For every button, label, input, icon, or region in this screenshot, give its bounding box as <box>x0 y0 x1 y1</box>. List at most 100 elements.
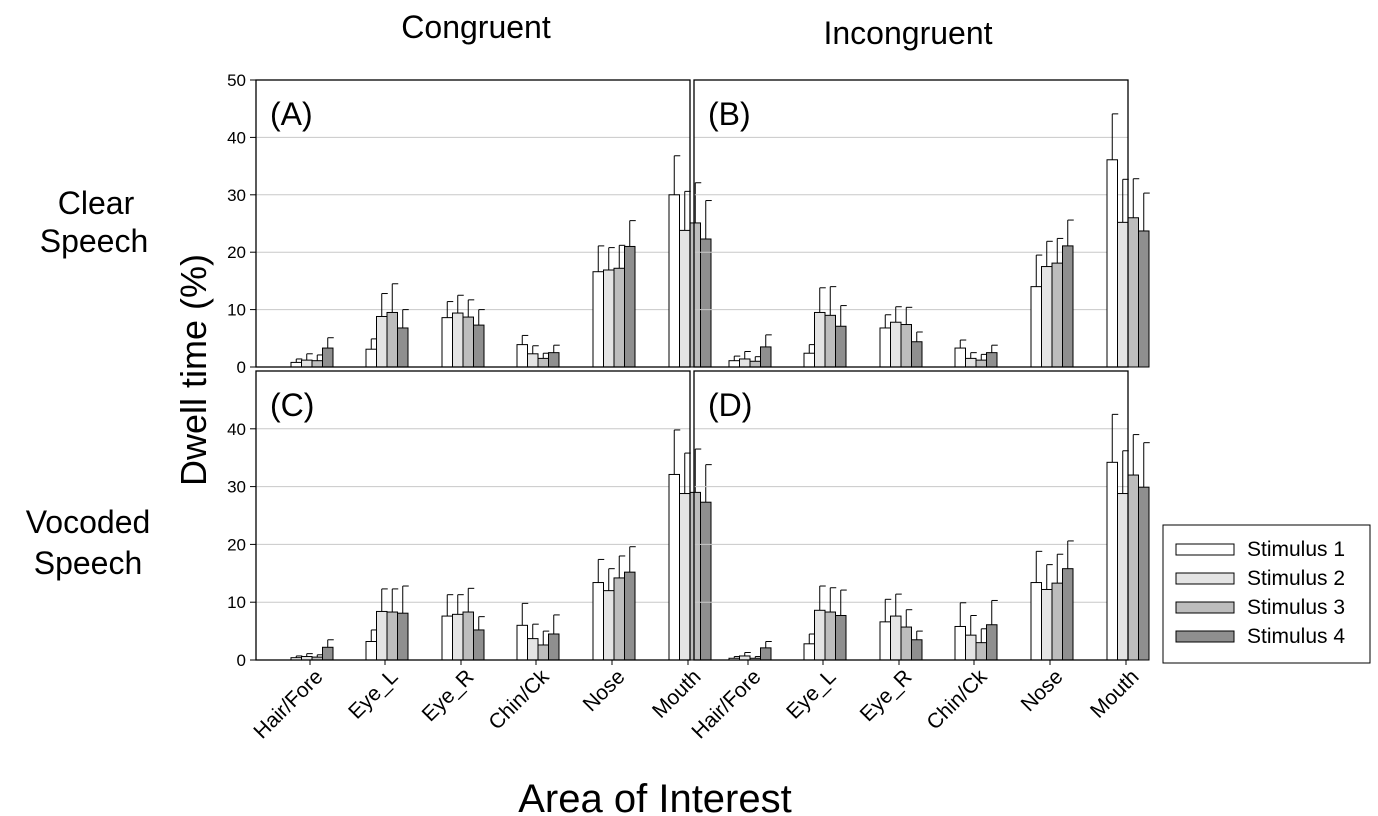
bar-d-eye-r-stimulus-2 <box>890 615 902 661</box>
bar-d-eye-l-stimulus-3 <box>824 611 836 661</box>
bar-c-eye-r-stimulus-3 <box>462 611 474 661</box>
bar-a-eye-l-stimulus-3 <box>386 311 398 368</box>
bar-b-hair-fore-stimulus-3 <box>749 360 761 368</box>
bar-d-eye-l-stimulus-4 <box>835 614 847 661</box>
bar-d-chin-ck-stimulus-1 <box>954 625 966 661</box>
legend-swatch-stimulus-1 <box>1175 543 1235 556</box>
x-tick-label: Mouth <box>1086 665 1144 723</box>
bar-b-eye-r-stimulus-2 <box>890 321 902 368</box>
bar-a-hair-fore-stimulus-4 <box>322 347 334 368</box>
y-tick-label: 50 <box>227 71 246 90</box>
y-tick-label: 40 <box>227 128 246 147</box>
bar-d-chin-ck-stimulus-2 <box>965 634 977 661</box>
bar-b-mouth-stimulus-1 <box>1106 159 1118 368</box>
bar-b-mouth-stimulus-4 <box>1138 230 1150 368</box>
y-tick-label: 0 <box>237 358 246 377</box>
y-tick-label: 30 <box>227 186 246 205</box>
bar-b-hair-fore-stimulus-1 <box>728 360 740 368</box>
bar-a-eye-l-stimulus-1 <box>365 348 377 368</box>
panel-label: (A) <box>270 96 313 132</box>
bar-a-nose-stimulus-4 <box>624 245 636 368</box>
bar-d-mouth-stimulus-4 <box>1138 486 1150 661</box>
panel-b: (B) <box>693 79 1150 368</box>
bar-c-eye-l-stimulus-4 <box>397 612 409 661</box>
bar-d-eye-l-stimulus-1 <box>803 643 815 661</box>
bar-b-nose-stimulus-2 <box>1041 266 1053 368</box>
bar-b-nose-stimulus-4 <box>1062 245 1074 368</box>
bar-b-eye-r-stimulus-4 <box>911 341 923 368</box>
bar-a-chin-ck-stimulus-1 <box>516 344 528 368</box>
legend-label-stimulus-3: Stimulus 3 <box>1247 596 1345 619</box>
x-tick-label: Eye_L <box>782 665 840 723</box>
bar-c-chin-ck-stimulus-2 <box>527 638 539 661</box>
panel-frame <box>255 370 691 661</box>
bar-b-eye-l-stimulus-4 <box>835 325 847 368</box>
bar-c-eye-l-stimulus-1 <box>365 641 377 661</box>
bar-b-nose-stimulus-1 <box>1030 286 1042 368</box>
bar-b-eye-l-stimulus-3 <box>824 314 836 368</box>
bar-d-hair-fore-stimulus-4 <box>760 647 772 661</box>
bar-a-nose-stimulus-3 <box>613 267 625 368</box>
bar-a-hair-fore-stimulus-1 <box>290 361 302 368</box>
bar-a-eye-l-stimulus-2 <box>376 315 388 368</box>
bar-d-mouth-stimulus-3 <box>1127 474 1139 661</box>
bar-d-chin-ck-stimulus-3 <box>975 642 987 661</box>
bar-c-chin-ck-stimulus-3 <box>537 644 549 661</box>
bar-b-eye-l-stimulus-1 <box>803 352 815 368</box>
bar-b-hair-fore-stimulus-2 <box>739 358 751 368</box>
bar-d-eye-r-stimulus-3 <box>900 626 912 661</box>
y-tick-label: 40 <box>227 420 246 439</box>
bar-b-mouth-stimulus-2 <box>1117 221 1129 368</box>
panel-frame <box>255 79 691 368</box>
col-title-congruent: Congruent <box>401 9 551 45</box>
y-tick-label: 20 <box>227 243 246 262</box>
bar-d-mouth-stimulus-2 <box>1117 493 1129 661</box>
y-tick-label: 0 <box>237 651 246 670</box>
col-title-incongruent: Incongruent <box>823 15 992 51</box>
legend-label-stimulus-2: Stimulus 2 <box>1247 567 1345 590</box>
bar-a-eye-r-stimulus-2 <box>452 312 464 368</box>
legend-swatch-stimulus-3 <box>1175 601 1235 614</box>
x-tick-label: Mouth <box>648 665 706 723</box>
bar-a-chin-ck-stimulus-3 <box>537 357 549 368</box>
bar-b-nose-stimulus-3 <box>1051 262 1063 368</box>
x-tick-label: Eye_R <box>856 665 917 726</box>
bar-a-nose-stimulus-2 <box>603 269 615 368</box>
bar-b-chin-ck-stimulus-1 <box>954 347 966 368</box>
panel-label: (D) <box>708 387 752 423</box>
y-tick-label: 20 <box>227 535 246 554</box>
bar-b-eye-l-stimulus-2 <box>814 311 826 368</box>
legend-swatch-stimulus-2 <box>1175 572 1235 585</box>
bar-a-eye-r-stimulus-3 <box>462 316 474 368</box>
bar-b-mouth-stimulus-3 <box>1127 217 1139 368</box>
bar-c-mouth-stimulus-2 <box>679 493 691 661</box>
legend-label-stimulus-4: Stimulus 4 <box>1247 625 1345 648</box>
bar-a-mouth-stimulus-3 <box>689 222 701 368</box>
bar-d-eye-l-stimulus-2 <box>814 609 826 661</box>
bar-c-eye-l-stimulus-2 <box>376 610 388 661</box>
bar-c-hair-fore-stimulus-4 <box>322 646 334 661</box>
bar-d-eye-r-stimulus-4 <box>911 639 923 661</box>
panel-label: (C) <box>270 387 314 423</box>
panel-c: (C) 0 10 20 30 40 Hair/Fore Eye_L Eye_R Chin/Ck No… <box>227 370 712 743</box>
bar-a-eye-r-stimulus-4 <box>473 324 485 368</box>
bar-a-eye-r-stimulus-1 <box>441 317 453 368</box>
panel-d: (D)Hair/Fore Eye_L Eye_R Chin/Ck Nose Mouth <box>687 370 1150 743</box>
panel-frame <box>693 79 1129 368</box>
bar-c-nose-stimulus-2 <box>603 590 615 661</box>
legend-swatch-stimulus-4 <box>1175 630 1235 643</box>
y-tick-label: 10 <box>227 593 246 612</box>
bar-c-nose-stimulus-4 <box>624 571 636 661</box>
bar-d-nose-stimulus-1 <box>1030 582 1042 661</box>
bar-c-chin-ck-stimulus-4 <box>548 633 560 661</box>
bar-d-nose-stimulus-3 <box>1051 582 1063 661</box>
x-tick-label: Eye_R <box>418 665 479 726</box>
x-tick-label: Nose <box>579 665 630 716</box>
bar-c-eye-r-stimulus-2 <box>452 613 464 661</box>
bar-c-eye-r-stimulus-4 <box>473 629 485 661</box>
bar-a-mouth-stimulus-4 <box>700 238 712 368</box>
panel-a: (A) 0 10 20 30 40 50 <box>227 71 712 377</box>
bar-c-eye-r-stimulus-1 <box>441 615 453 661</box>
x-tick-label: Chin/Ck <box>922 665 991 734</box>
panel-frame <box>693 370 1129 661</box>
